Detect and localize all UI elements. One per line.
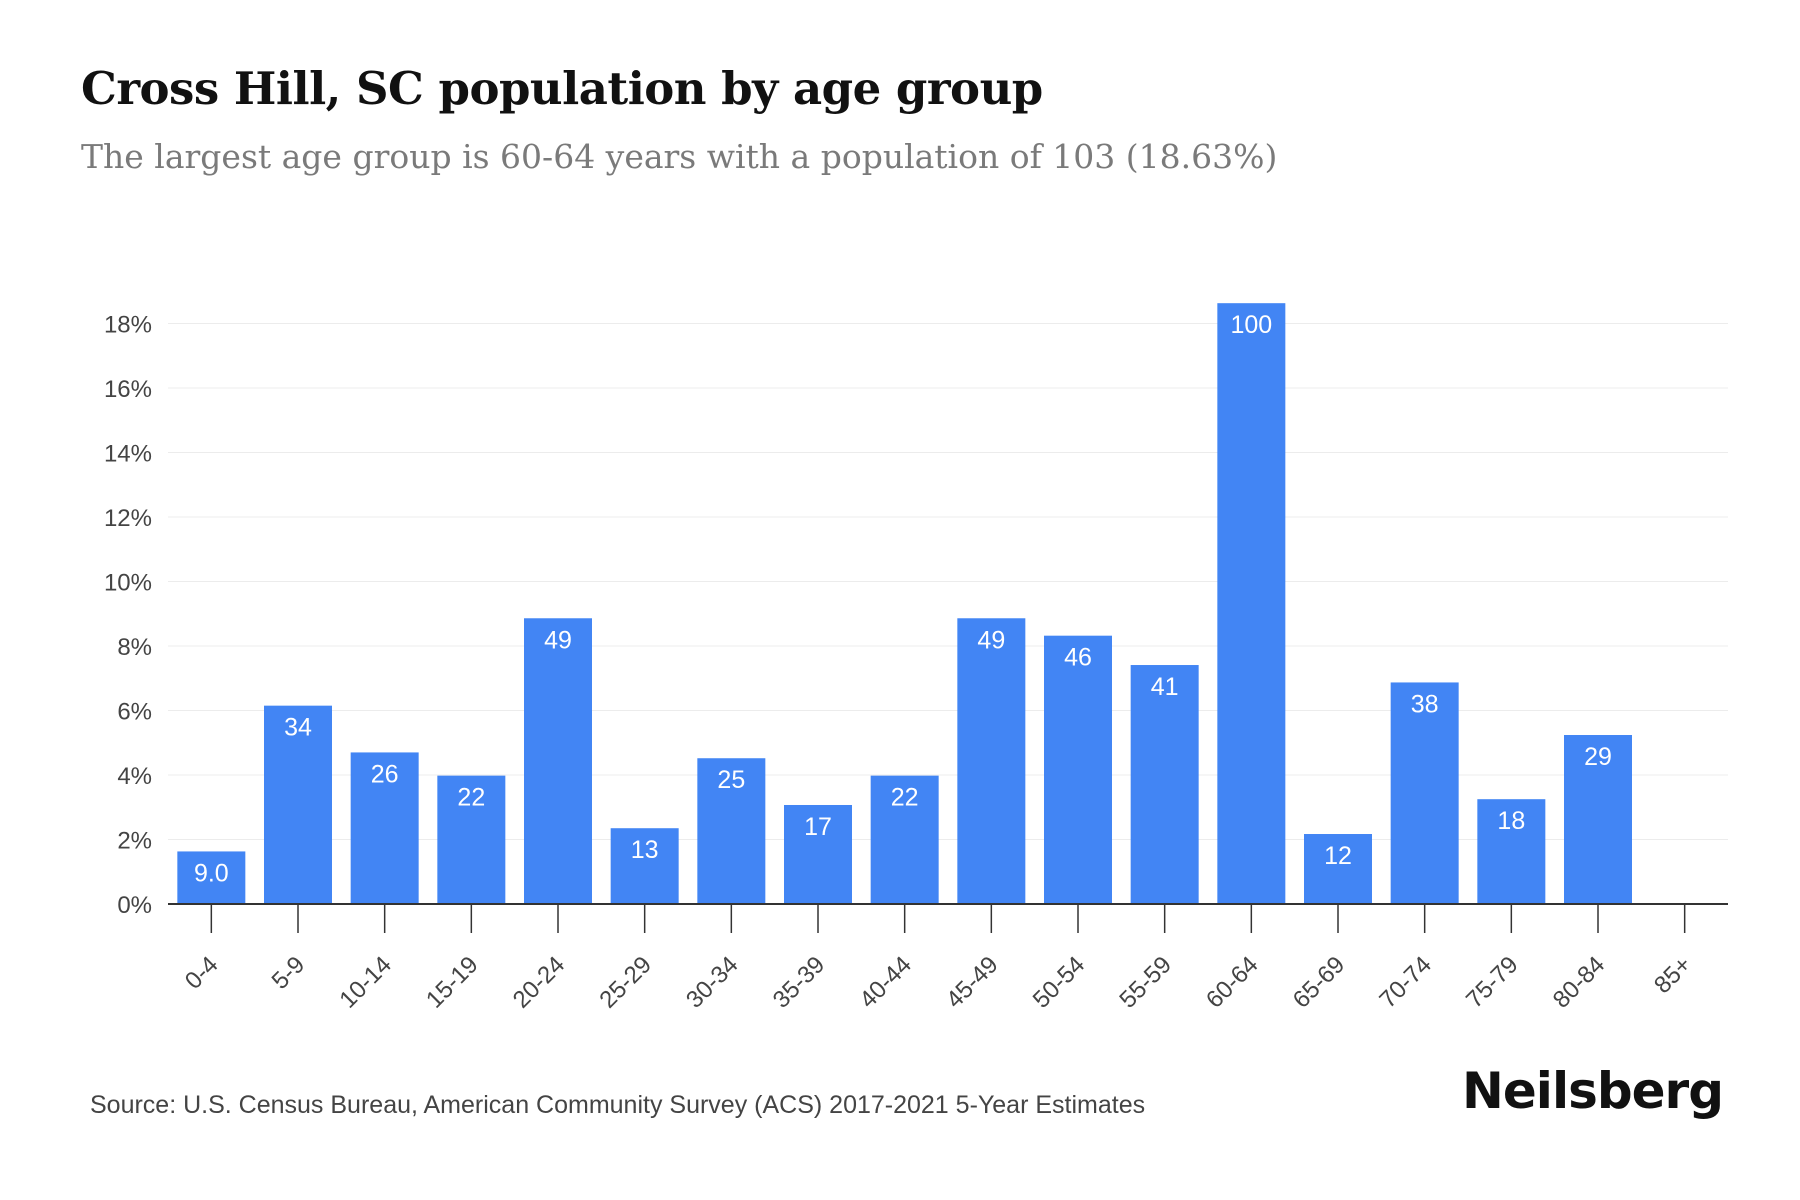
bar-value-label: 41 <box>1151 673 1179 701</box>
bar <box>610 828 679 904</box>
y-tick-label: 2% <box>117 828 152 855</box>
x-tick-label: 80-84 <box>1548 951 1611 1014</box>
x-tick-label: 65-69 <box>1288 951 1351 1014</box>
bar <box>784 804 852 904</box>
chart-title: Cross Hill, SC population by age group <box>81 62 1043 115</box>
x-tick-label: 50-54 <box>1028 951 1091 1014</box>
bar-value-label: 18 <box>1497 807 1525 835</box>
bar-value-label: 22 <box>457 784 485 812</box>
y-tick-label: 0% <box>117 892 152 919</box>
y-tick-label: 10% <box>104 570 152 597</box>
y-tick-label: 14% <box>104 441 152 468</box>
y-tick-label: 4% <box>117 763 152 790</box>
bar <box>1477 799 1546 904</box>
chart-subtitle: The largest age group is 60-64 years wit… <box>81 137 1278 176</box>
bar-value-label: 13 <box>631 836 659 864</box>
y-tick-label: 12% <box>104 505 152 532</box>
bar <box>1564 735 1632 904</box>
bar-value-label: 100 <box>1230 311 1272 339</box>
bar <box>1044 635 1112 904</box>
y-tick-label: 18% <box>104 312 152 339</box>
x-tick-label: 60-64 <box>1201 951 1264 1014</box>
bar-value-label: 22 <box>891 784 919 812</box>
y-tick-label: 6% <box>117 699 152 726</box>
bar-value-label: 9.0 <box>194 859 229 887</box>
bar <box>524 618 592 904</box>
bar <box>1304 834 1372 904</box>
x-tick-label: 10-14 <box>334 951 397 1014</box>
bar-value-label: 49 <box>544 626 572 654</box>
bar <box>870 775 939 904</box>
bar-value-label: 25 <box>717 766 745 794</box>
bar-value-label: 34 <box>284 714 312 742</box>
x-tick-label: 5-9 <box>267 951 311 995</box>
bar-value-label: 38 <box>1411 690 1439 718</box>
x-tick-label: 30-34 <box>681 951 744 1014</box>
bar-value-label: 29 <box>1584 743 1612 771</box>
bar-value-label: 12 <box>1324 842 1352 870</box>
x-tick-label: 25-29 <box>594 951 657 1014</box>
bar <box>1217 303 1286 904</box>
bar-value-label: 46 <box>1064 644 1092 672</box>
y-tick-label: 16% <box>104 376 152 403</box>
bar <box>957 618 1026 904</box>
bar-value-label: 26 <box>371 760 399 788</box>
bar-value-label: 17 <box>804 813 832 841</box>
source-note: Source: U.S. Census Bureau, American Com… <box>90 1091 1146 1119</box>
x-tick-label: 40-44 <box>854 951 917 1014</box>
bar <box>264 705 332 904</box>
bar <box>1130 665 1199 904</box>
x-tick-label: 0-4 <box>180 951 224 995</box>
brand-logo: Neilsberg <box>1462 1062 1724 1120</box>
bar <box>177 851 246 904</box>
x-tick-label: 45-49 <box>941 951 1004 1014</box>
x-tick-label: 15-19 <box>421 951 484 1014</box>
bar <box>697 758 766 904</box>
x-tick-label: 85+ <box>1649 951 1697 999</box>
bar <box>1390 682 1459 904</box>
bar <box>437 775 506 904</box>
bar-value-label: 49 <box>977 626 1005 654</box>
x-tick-label: 75-79 <box>1461 951 1524 1014</box>
y-tick-label: 8% <box>117 634 152 661</box>
x-tick-label: 35-39 <box>768 951 831 1014</box>
x-tick-label: 20-24 <box>508 951 571 1014</box>
x-tick-label: 55-59 <box>1114 951 1177 1014</box>
bar <box>350 752 419 904</box>
x-tick-label: 70-74 <box>1374 951 1437 1014</box>
